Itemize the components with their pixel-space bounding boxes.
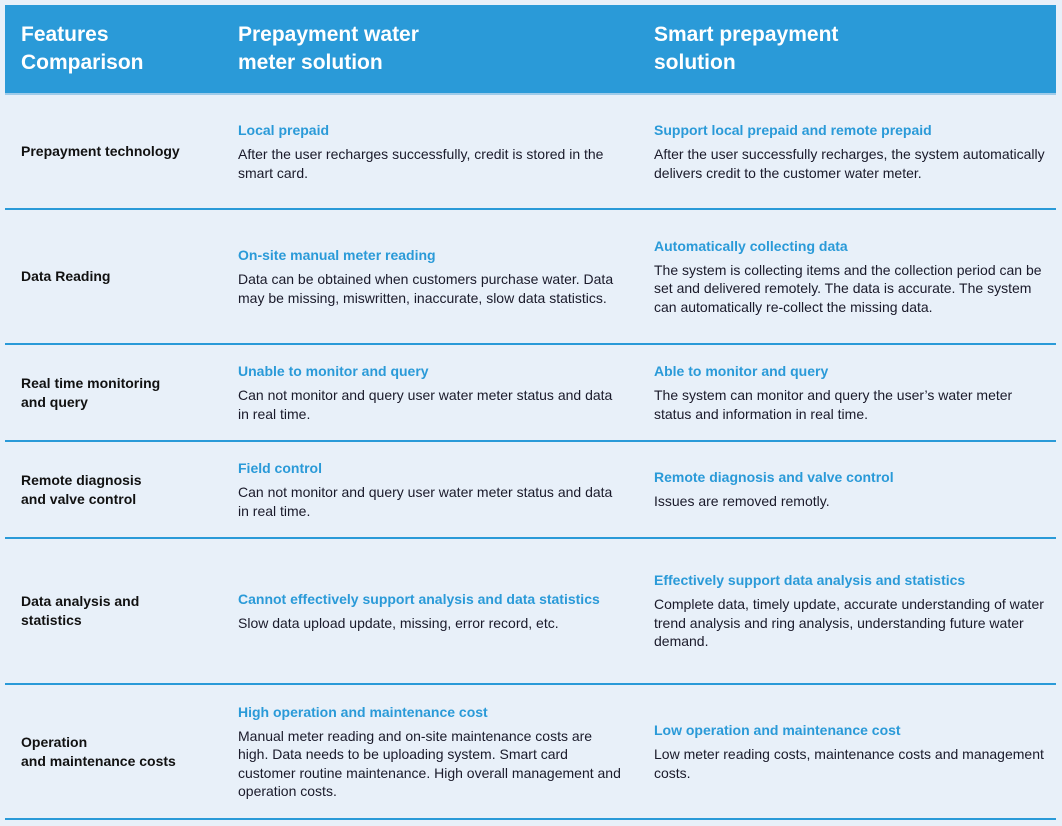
smart-title: Remote diagnosis and valve control: [654, 469, 894, 486]
prepay-title: Unable to monitor and query: [238, 363, 429, 379]
smart-title: Automatically collecting data: [654, 237, 848, 254]
smart-title: Support local prepaid and remote prepaid: [654, 122, 932, 138]
header-text: Smart prepayment: [654, 23, 839, 46]
feature-label: Remote diagnosis and valve control: [21, 471, 221, 509]
prepay-cell: Field control Can not monitor and query …: [238, 442, 623, 537]
prepay-cell: Local prepaid After the user recharges s…: [238, 95, 623, 208]
feature-line: Remote diagnosis: [21, 471, 142, 488]
header-text: Comparison: [21, 51, 144, 74]
feature-line: statistics: [21, 612, 82, 628]
feature-line: Data analysis and: [21, 593, 140, 609]
prepay-title: Field control: [238, 460, 322, 476]
prepay-cell: High operation and maintenance cost Manu…: [238, 685, 623, 818]
prepay-description: Can not monitor and query user water met…: [238, 484, 613, 519]
header-text: meter solution: [238, 51, 383, 74]
feature-label: Prepayment technology: [21, 142, 221, 161]
prepay-description: Slow data upload update, missing, error …: [238, 614, 559, 631]
smart-cell: Support local prepaid and remote prepaid…: [654, 95, 1046, 208]
feature-cell: Remote diagnosis and valve control: [21, 442, 221, 537]
smart-description: The system can monitor and query the use…: [654, 387, 1013, 422]
table-row: Operation and maintenance costs High oper…: [5, 685, 1056, 820]
feature-label: Real time monitoring and query: [21, 374, 221, 412]
smart-description: Issues are removed remotly.: [654, 493, 830, 510]
prepay-title: High operation and maintenance cost: [238, 703, 488, 720]
feature-cell: Prepayment technology: [21, 95, 221, 208]
smart-description: Low meter reading costs, maintenance cos…: [654, 746, 1044, 781]
header-text: solution: [654, 51, 736, 74]
feature-line: Data Reading: [21, 268, 111, 284]
table-row: Data analysis and statistics Cannot effec…: [5, 539, 1056, 685]
feature-label: Data Reading: [21, 267, 221, 286]
table-row: Remote diagnosis and valve control Field …: [5, 442, 1056, 539]
smart-title: Low operation and maintenance cost: [654, 722, 901, 738]
header-prepayment: Prepayment water meter solution: [238, 21, 623, 77]
table-row: Prepayment technology Local prepaid Afte…: [5, 95, 1056, 210]
feature-label: Data analysis and statistics: [21, 592, 221, 630]
smart-cell: Remote diagnosis and valve control Issue…: [654, 442, 1046, 537]
feature-line: Prepayment technology: [21, 143, 180, 159]
header-text: Features: [21, 23, 109, 46]
header-text: Prepayment water: [238, 23, 419, 46]
smart-title: Effectively support data analysis and st…: [654, 572, 966, 589]
smart-description: Complete data, timely update, accurate u…: [654, 596, 1044, 650]
prepay-title: Cannot effectively support analysis and …: [238, 590, 600, 607]
comparison-table: Features Comparison Prepayment water met…: [5, 5, 1056, 820]
feature-cell: Real time monitoring and query: [21, 345, 221, 440]
header-features: Features Comparison: [21, 21, 221, 77]
feature-cell: Operation and maintenance costs: [21, 685, 221, 818]
prepay-description: Manual meter reading and on-site mainten…: [238, 727, 621, 800]
feature-line: Operation: [21, 733, 88, 750]
table-header: Features Comparison Prepayment water met…: [5, 5, 1056, 95]
prepay-description: Can not monitor and query user water met…: [238, 387, 613, 422]
prepay-title: On-site manual meter reading: [238, 247, 436, 263]
smart-cell: Able to monitor and query The system can…: [654, 345, 1046, 440]
prepay-title: Local prepaid: [238, 122, 330, 138]
feature-label: Operation and maintenance costs: [21, 733, 221, 771]
prepay-cell: Cannot effectively support analysis and …: [238, 539, 623, 683]
smart-cell: Low operation and maintenance cost Low m…: [654, 685, 1046, 818]
prepay-description: After the user recharges successfully, c…: [238, 146, 604, 181]
feature-line: Real time monitoring: [21, 374, 161, 391]
table-row: Real time monitoring and query Unable to …: [5, 345, 1056, 442]
table-row: Data Reading On-site manual meter readin…: [5, 210, 1056, 345]
smart-title: Able to monitor and query: [654, 363, 829, 379]
feature-line: and valve control: [21, 490, 137, 507]
prepay-cell: Unable to monitor and query Can not moni…: [238, 345, 623, 440]
feature-line: and query: [21, 393, 88, 410]
smart-description: After the user successfully recharges, t…: [654, 146, 1045, 181]
smart-cell: Effectively support data analysis and st…: [654, 539, 1046, 683]
prepay-cell: On-site manual meter reading Data can be…: [238, 210, 623, 343]
header-smart: Smart prepayment solution: [654, 21, 1046, 77]
feature-cell: Data analysis and statistics: [21, 539, 221, 683]
smart-cell: Automatically collecting data The system…: [654, 210, 1046, 343]
feature-line: and maintenance costs: [21, 752, 176, 769]
feature-cell: Data Reading: [21, 210, 221, 343]
smart-description: The system is collecting items and the c…: [654, 261, 1042, 315]
prepay-description: Data can be obtained when customers purc…: [238, 271, 614, 306]
